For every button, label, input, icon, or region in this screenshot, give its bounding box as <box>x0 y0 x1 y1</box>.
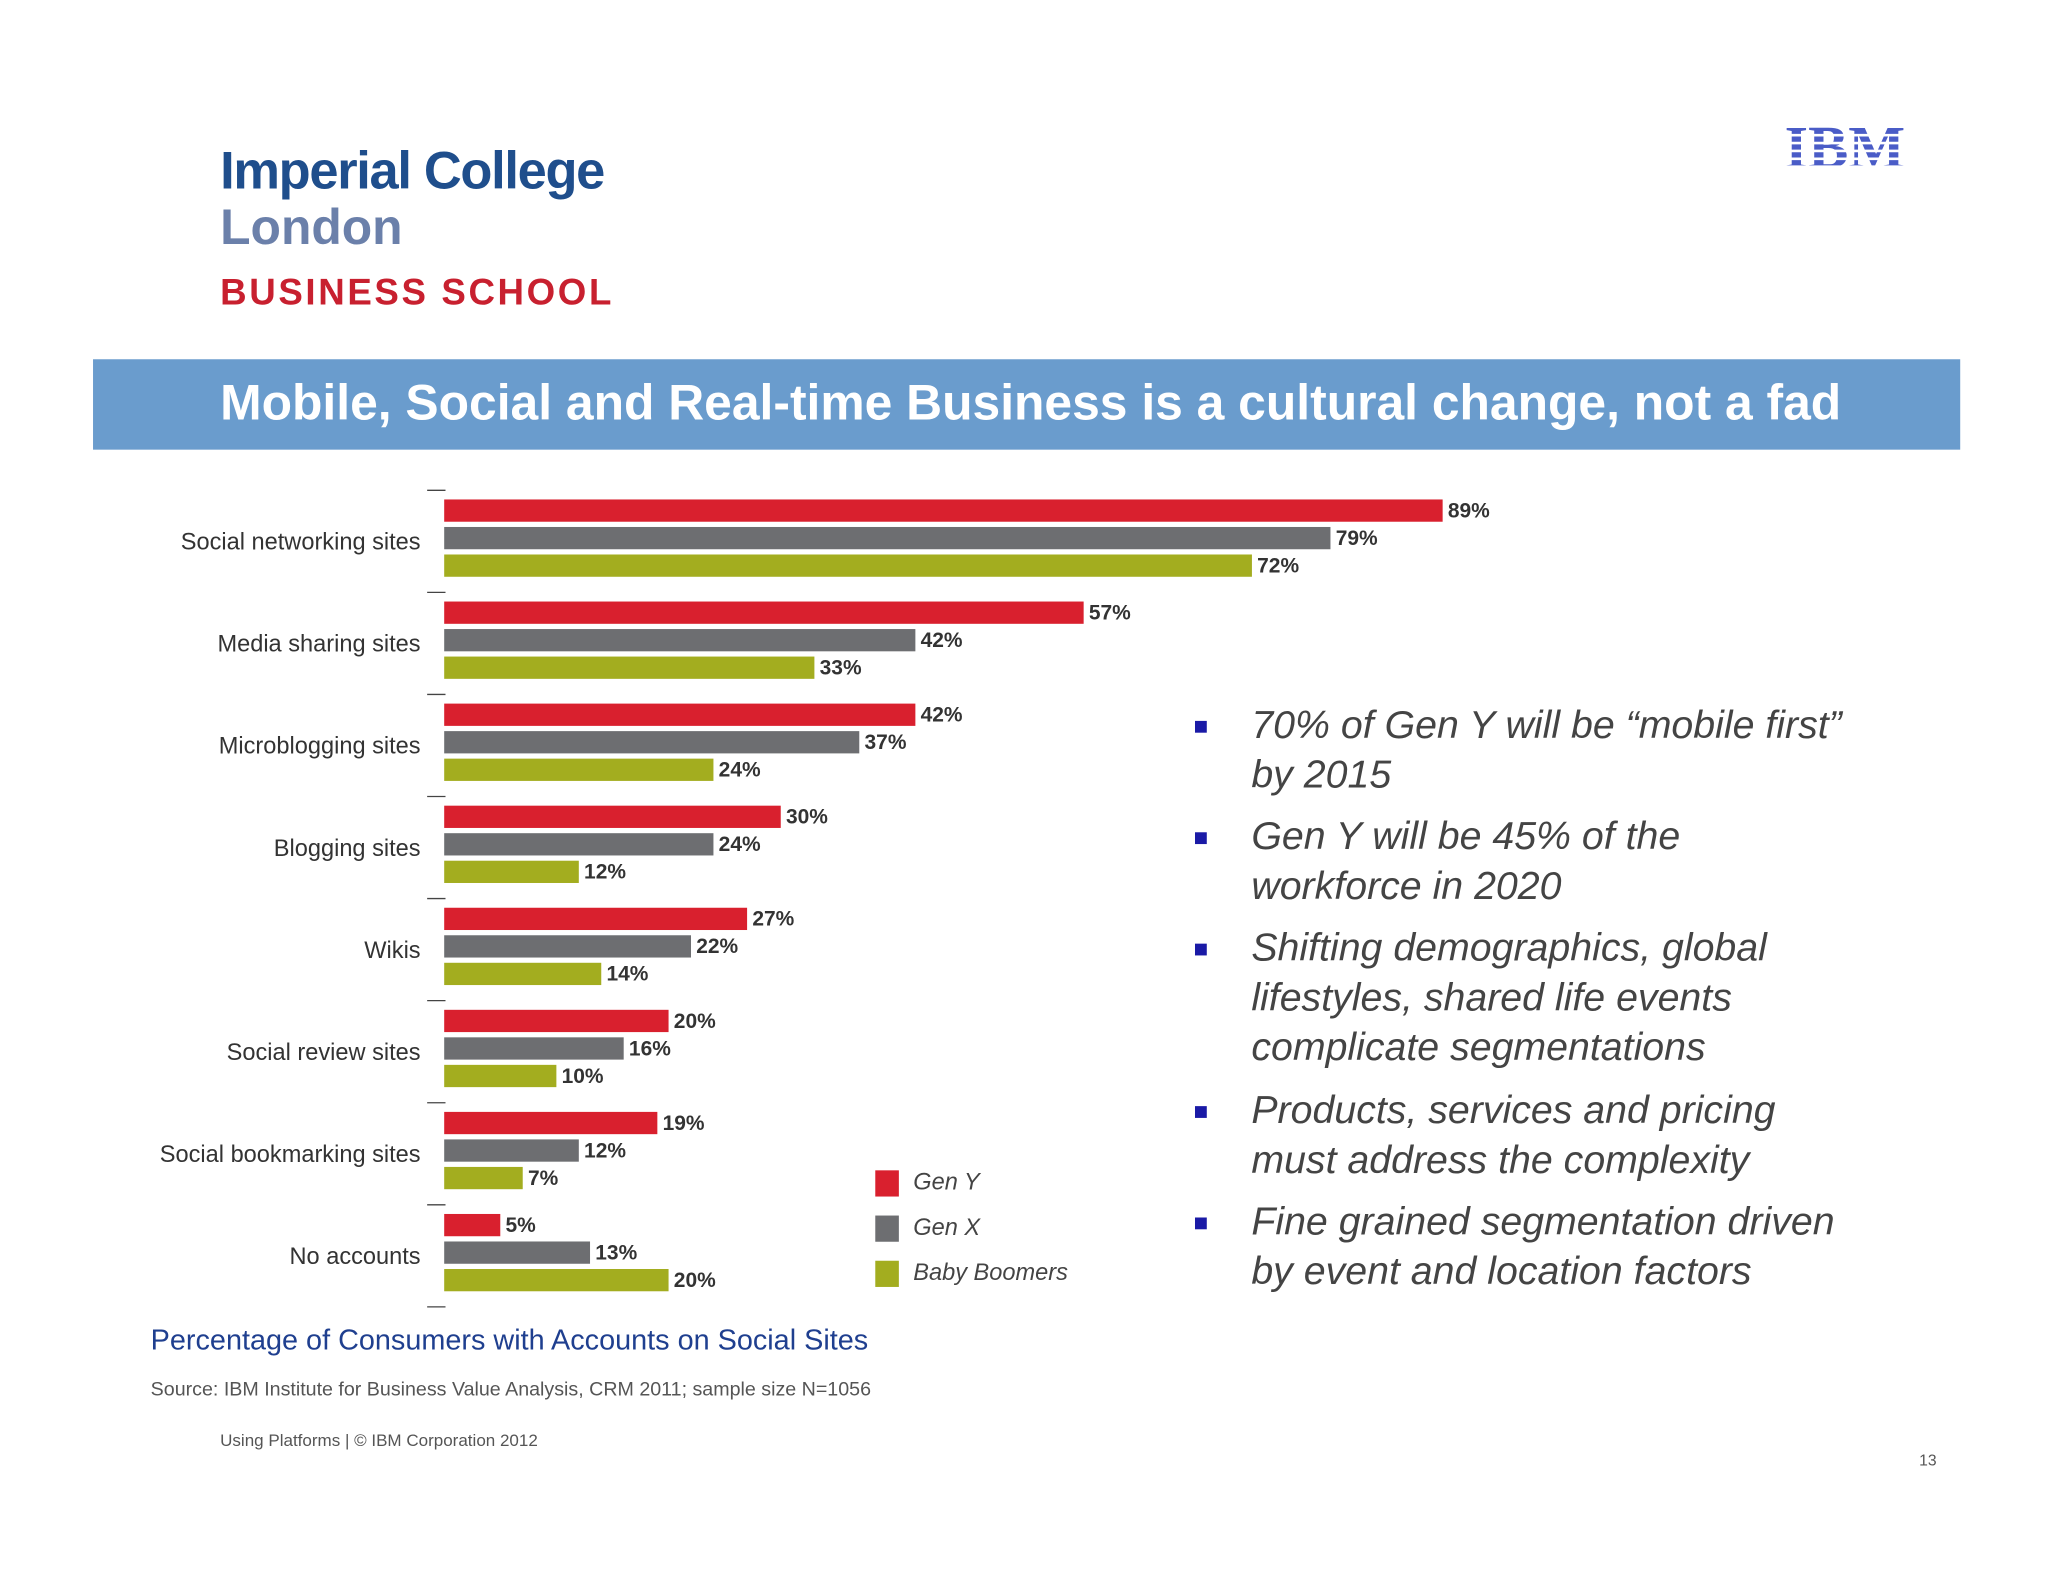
value-label: 37% <box>865 731 907 754</box>
value-label: 24% <box>719 759 761 782</box>
bar <box>444 656 815 679</box>
legend-label: Baby Boomers <box>913 1259 1068 1285</box>
legend-swatch <box>875 1170 899 1197</box>
bullet-marker <box>1194 943 1207 956</box>
bar <box>444 526 1331 550</box>
value-label: 30% <box>786 806 828 829</box>
bar <box>444 1139 579 1162</box>
bar <box>444 805 781 828</box>
page-number: 13 <box>1919 1452 1937 1469</box>
bullet-text: Gen Y will be 45% of the <box>1251 814 1680 858</box>
value-label: 89% <box>1448 499 1490 522</box>
bar <box>444 860 579 883</box>
value-label: 5% <box>506 1214 537 1237</box>
legend-label: Gen Y <box>913 1169 982 1195</box>
logo-line2: London <box>220 199 402 255</box>
value-label: 10% <box>562 1065 604 1088</box>
bar <box>444 629 916 652</box>
bullet-text: Shifting demographics, global <box>1251 926 1768 970</box>
bullet-marker <box>1194 1217 1207 1230</box>
category-label: No accounts <box>290 1243 421 1269</box>
bar <box>444 1111 658 1135</box>
banner-title: Mobile, Social and Real-time Business is… <box>220 375 1841 431</box>
bar <box>444 554 1252 577</box>
legend-label: Gen X <box>913 1214 981 1240</box>
value-label: 19% <box>663 1112 705 1135</box>
value-label: 20% <box>674 1010 716 1033</box>
category-label: Social review sites <box>227 1039 421 1065</box>
bar <box>444 935 691 958</box>
legend-swatch <box>875 1260 899 1287</box>
bar <box>444 499 1443 522</box>
brand-stripes <box>1775 133 1916 168</box>
category-label: Wikis <box>364 937 420 963</box>
bar <box>444 703 916 726</box>
value-label: 42% <box>921 629 963 652</box>
logo-line3: BUSINESS SCHOOL <box>220 272 614 313</box>
value-label: 7% <box>528 1167 559 1190</box>
value-label: 33% <box>820 657 862 680</box>
value-label: 20% <box>674 1269 716 1292</box>
bullet-text: lifestyles, shared life events <box>1251 975 1732 1019</box>
value-label: 12% <box>584 861 626 884</box>
value-label: 72% <box>1257 554 1299 577</box>
brand-logo: IBM <box>1785 114 1906 181</box>
value-label: 27% <box>752 908 794 931</box>
bar <box>444 1064 557 1088</box>
value-label: 24% <box>719 833 761 856</box>
bullet-text: by event and location factors <box>1251 1249 1751 1293</box>
bullet-text: workforce in 2020 <box>1251 864 1561 908</box>
bullet-text: by 2015 <box>1251 753 1391 797</box>
value-label: 42% <box>921 704 963 727</box>
bar <box>444 1166 523 1190</box>
bar <box>444 1213 501 1237</box>
bar <box>444 1241 591 1264</box>
chart-caption: Percentage of Consumers with Accounts on… <box>151 1325 868 1357</box>
banner <box>93 359 1961 450</box>
bar <box>444 1037 624 1060</box>
bar <box>444 833 714 856</box>
category-label: Social bookmarking sites <box>160 1141 421 1167</box>
value-label: 22% <box>696 935 738 958</box>
bullet-text: Fine grained segmentation driven <box>1251 1199 1834 1243</box>
category-label: Social networking sites <box>181 529 421 555</box>
logo-line1: Imperial College <box>220 142 604 200</box>
legend-swatch <box>875 1215 899 1242</box>
value-label: 16% <box>629 1037 671 1060</box>
value-label: 79% <box>1336 527 1378 550</box>
category-label: Media sharing sites <box>217 631 420 657</box>
bar <box>444 962 602 986</box>
bullet-text: complicate segmentations <box>1251 1025 1705 1069</box>
bar <box>444 731 860 754</box>
category-label: Blogging sites <box>274 835 421 861</box>
value-label: 14% <box>606 963 648 986</box>
bar <box>444 907 748 931</box>
bullet-marker <box>1194 1106 1207 1118</box>
chart-source: Source: IBM Institute for Business Value… <box>151 1379 871 1401</box>
category-label: Microblogging sites <box>219 733 421 759</box>
value-label: 57% <box>1089 602 1131 625</box>
value-label: 12% <box>584 1139 626 1162</box>
bullet-text: Products, services and pricing <box>1251 1088 1775 1132</box>
value-label: 13% <box>595 1241 637 1264</box>
bar <box>444 758 714 781</box>
bar <box>444 601 1084 624</box>
bullet-text: must address the complexity <box>1251 1138 1751 1182</box>
bar <box>444 1268 669 1292</box>
bar <box>444 1009 669 1033</box>
bullet-text: 70% of Gen Y will be “mobile first” <box>1251 703 1843 747</box>
bullet-marker <box>1194 832 1207 845</box>
bullet-marker <box>1194 720 1207 733</box>
footer-text: Using Platforms | © IBM Corporation 2012 <box>220 1431 538 1450</box>
